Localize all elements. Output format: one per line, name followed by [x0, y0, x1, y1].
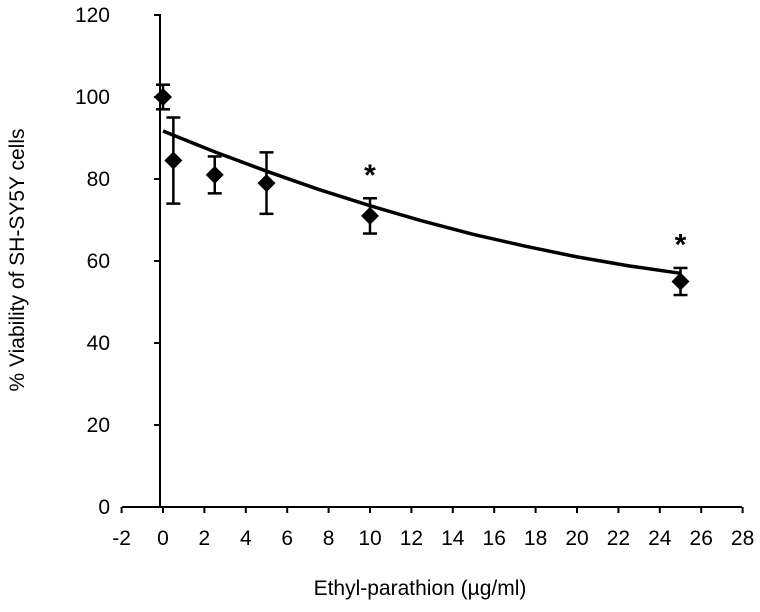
x-tick-label: 2	[199, 527, 211, 550]
y-tick-label: 80	[87, 168, 110, 191]
x-tick-label: 14	[441, 527, 465, 550]
x-tick-label: 16	[483, 527, 506, 550]
x-tick-label: 4	[240, 527, 252, 550]
y-tick-label: 20	[87, 414, 110, 437]
y-tick-label: 40	[87, 332, 110, 355]
y-tick-label: 120	[75, 4, 110, 27]
annotations: **	[364, 159, 687, 262]
x-tick-label: 8	[323, 527, 335, 550]
y-tick-label: 0	[98, 496, 110, 519]
x-axis-title: Ethyl-parathion (µg/ml)	[314, 577, 527, 600]
significance-marker: *	[675, 229, 687, 262]
y-axis-title: % Viability of SH-SY5Y cells	[6, 128, 29, 391]
x-tick-label: 26	[690, 527, 713, 550]
x-tick-label: 28	[731, 527, 754, 550]
axes	[122, 14, 742, 508]
data-point	[671, 272, 690, 291]
trendline	[162, 129, 681, 276]
x-tick-label: -2	[112, 527, 131, 550]
x-tick-label: 22	[607, 527, 630, 550]
x-tick-label: 24	[648, 527, 672, 550]
x-tick-label: 18	[524, 527, 547, 550]
data-point	[154, 88, 172, 106]
x-tick-label: 0	[157, 527, 169, 550]
x-tick-label: 20	[565, 527, 588, 550]
data-point	[205, 165, 224, 184]
x-tick-label: 10	[358, 527, 381, 550]
y-tick-label: 100	[75, 86, 110, 109]
data-point	[257, 174, 276, 193]
x-tick-label: 12	[400, 527, 423, 550]
y-tick-label: 60	[87, 250, 110, 273]
x-tick-label: 6	[281, 527, 293, 550]
y-ticks: 0 20 40 60 80 100 120	[75, 4, 160, 519]
data-point	[164, 151, 183, 170]
data-point	[361, 206, 379, 225]
x-ticks: -2 0 2 4 6 8 10 12 14 16 18 20 22 24 26 28	[112, 507, 754, 550]
data-markers	[154, 88, 690, 291]
significance-marker: *	[364, 159, 376, 192]
